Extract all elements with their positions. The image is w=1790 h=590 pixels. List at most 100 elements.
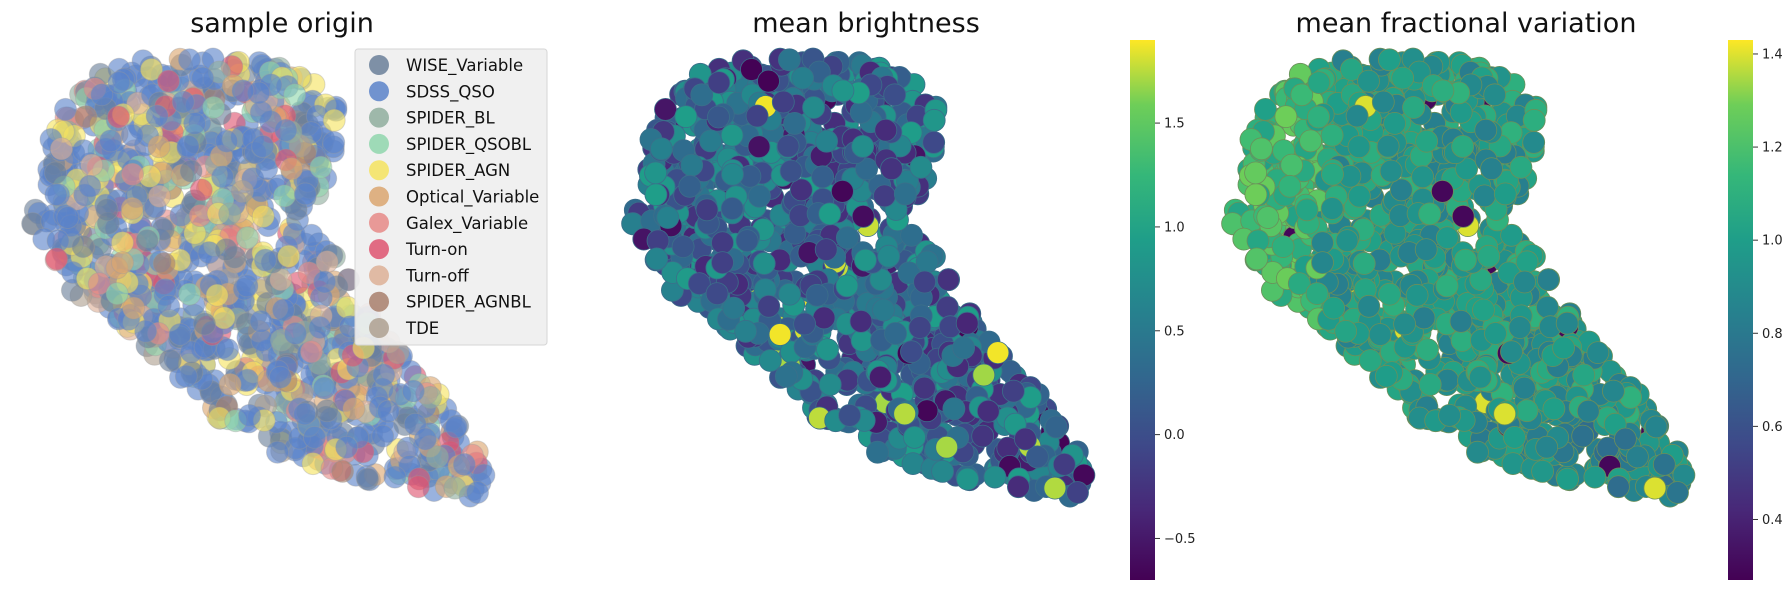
scatter-point bbox=[915, 250, 939, 274]
scatter-point bbox=[900, 340, 923, 364]
scatter-point bbox=[935, 435, 959, 459]
scatter-point bbox=[251, 134, 275, 158]
scatter-point bbox=[1500, 340, 1523, 364]
scatter-point bbox=[880, 157, 903, 181]
scatter-point bbox=[178, 282, 202, 306]
scatter-point bbox=[1295, 198, 1319, 222]
legend-marker bbox=[369, 318, 389, 338]
scatter-point bbox=[674, 105, 698, 128]
scatter-point bbox=[300, 223, 324, 247]
scatter-point bbox=[1513, 376, 1536, 400]
scatter-point bbox=[215, 129, 239, 153]
legend-marker bbox=[369, 265, 389, 286]
scatter-point bbox=[95, 198, 119, 222]
colorbar-tick-label: 0.5 bbox=[1164, 324, 1185, 339]
scatter-point bbox=[413, 427, 437, 451]
scatter-point bbox=[711, 231, 734, 255]
scatter-point bbox=[1280, 153, 1304, 177]
scatter-point bbox=[44, 161, 68, 185]
scatter-point bbox=[1305, 282, 1329, 306]
scatter-point bbox=[1552, 336, 1575, 360]
scatter-point bbox=[850, 329, 874, 352]
scatter-point bbox=[1473, 184, 1496, 208]
scatter-point bbox=[1007, 475, 1030, 499]
scatter-point bbox=[383, 465, 407, 489]
panel-2-title: mean brightness bbox=[752, 8, 980, 39]
scatter-point bbox=[193, 312, 217, 336]
scatter-point bbox=[1477, 244, 1501, 268]
legend-marker bbox=[369, 160, 389, 181]
colorbar-tick-label: 0.0 bbox=[1164, 428, 1185, 443]
scatter-point bbox=[140, 58, 163, 81]
scatter-point bbox=[936, 295, 959, 319]
scatter-point bbox=[120, 123, 144, 147]
scatter-point bbox=[49, 137, 73, 161]
scatter-point bbox=[1542, 397, 1566, 421]
scatter-point bbox=[776, 134, 800, 158]
scatter-point bbox=[1643, 476, 1667, 500]
scatter-point bbox=[1357, 294, 1381, 318]
scatter-point bbox=[1321, 162, 1344, 186]
scatter-point bbox=[873, 184, 896, 208]
scatter-point bbox=[1522, 108, 1546, 132]
scatter-point bbox=[147, 184, 171, 208]
scatter-point bbox=[1513, 270, 1536, 294]
scatter-point bbox=[771, 90, 795, 114]
scatter-point bbox=[1335, 229, 1359, 253]
scatter-point bbox=[309, 155, 333, 179]
scatter-point bbox=[1583, 465, 1607, 489]
scatter-point bbox=[1500, 223, 1523, 247]
scatter-point bbox=[849, 309, 873, 333]
scatter-point bbox=[158, 349, 182, 372]
scatter-point bbox=[855, 157, 878, 181]
legend-label: Turn-on bbox=[405, 240, 468, 259]
scatter-point bbox=[191, 66, 215, 90]
scatter-point bbox=[335, 435, 359, 459]
scatter-point bbox=[900, 223, 923, 247]
scatter-point bbox=[301, 452, 325, 476]
scatter-point bbox=[1405, 283, 1429, 307]
scatter-point bbox=[1026, 445, 1049, 469]
scatter-point bbox=[1278, 174, 1302, 198]
scatter-point bbox=[909, 155, 933, 179]
scatter-point bbox=[752, 252, 776, 275]
legend-label: TDE bbox=[405, 319, 439, 338]
scatter-point bbox=[1378, 48, 1401, 72]
legend-label: WISE_Variable bbox=[406, 56, 523, 76]
scatter-point bbox=[815, 129, 838, 153]
scatter-point bbox=[249, 100, 273, 124]
scatter-point bbox=[1374, 364, 1398, 388]
scatter-point bbox=[235, 274, 259, 298]
scatter-point bbox=[147, 135, 171, 159]
scatter-point bbox=[87, 272, 111, 296]
scatter-point bbox=[1348, 184, 1371, 208]
scatter-point bbox=[1383, 112, 1406, 135]
scatter-point bbox=[1508, 316, 1532, 339]
scatter-point bbox=[308, 316, 332, 339]
scatter-point bbox=[179, 159, 203, 183]
scatter-point bbox=[1244, 183, 1268, 207]
scatter-point bbox=[253, 248, 277, 272]
scatter-point bbox=[218, 202, 242, 226]
legend-label: Turn-off bbox=[405, 266, 469, 285]
scatter-point bbox=[915, 399, 939, 423]
sample-origin-scatter bbox=[21, 47, 496, 508]
scatter-point bbox=[1626, 445, 1649, 469]
scatter-point bbox=[972, 363, 996, 387]
scatter-point bbox=[1415, 129, 1438, 153]
scatter-point bbox=[1412, 306, 1436, 330]
legend-label: SPIDER_AGN bbox=[406, 161, 510, 181]
scatter-point bbox=[406, 475, 430, 499]
scatter-point bbox=[315, 250, 339, 274]
scatter-point bbox=[838, 403, 861, 427]
scatter-point bbox=[650, 137, 673, 161]
legend-label: SPIDER_BL bbox=[406, 109, 495, 129]
legend-marker bbox=[369, 107, 389, 128]
scatter-point bbox=[812, 306, 836, 330]
scatter-point bbox=[1244, 161, 1267, 185]
legend-marker bbox=[369, 133, 389, 154]
scatter-point bbox=[268, 365, 292, 389]
scatter-point bbox=[1418, 202, 1442, 226]
scatter-point bbox=[111, 231, 134, 255]
